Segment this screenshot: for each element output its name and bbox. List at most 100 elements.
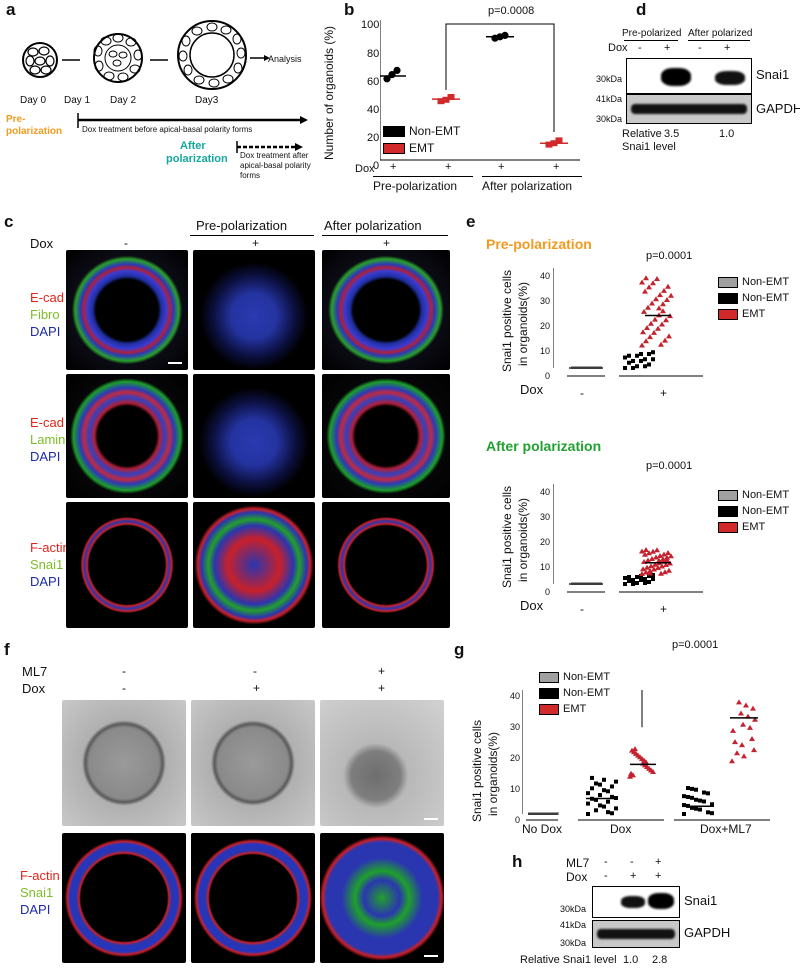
e-point-emt	[662, 337, 668, 343]
e-point-emt	[650, 280, 656, 286]
g-point-dox-emt	[650, 769, 656, 775]
d-marker-30a: 30kDa	[596, 74, 623, 84]
e-point-emt	[660, 308, 666, 314]
day0-organoid	[22, 42, 58, 78]
g-point-dox-black	[598, 803, 602, 808]
g-point-dox-black	[614, 779, 618, 784]
h-rel-label: Relative Snai1 level	[520, 954, 617, 966]
e-point-emt	[652, 316, 658, 322]
d-blot-snai1	[626, 58, 752, 94]
g-point-dox-black	[594, 781, 598, 786]
e-point-emt	[666, 333, 672, 339]
g-point-doxml7-black	[682, 803, 686, 808]
e-point-emt	[643, 275, 649, 281]
e-bot-ylabel-1: Snai1 positive cells	[500, 485, 514, 588]
e-point-emt	[643, 338, 649, 344]
panel-label-h: h	[512, 852, 523, 871]
g-ytick-40: 40	[510, 691, 521, 701]
e-point-emt	[648, 320, 654, 326]
e-point-emt	[659, 563, 665, 569]
g-point-doxml7-black	[698, 807, 702, 812]
c-img-r2-c2	[193, 374, 315, 498]
g-point-doxml7-emt	[750, 705, 756, 711]
g-point-doxml7-emt	[738, 710, 744, 716]
e-top-ytick-30: 30	[540, 296, 551, 306]
after-label-line2: polarization	[166, 153, 228, 165]
h-ml7-0: -	[604, 856, 608, 868]
g-point-doxml7-black	[682, 794, 686, 799]
e-point-emt	[651, 329, 657, 335]
g-point-doxml7-black	[706, 791, 710, 796]
c-img-r1-c1	[66, 250, 188, 370]
g-point-dox-black	[590, 786, 594, 791]
g-point-dox-black	[598, 782, 602, 787]
h-band-gapdh: GAPDH	[684, 925, 731, 940]
b-legend-emt: EMT	[409, 141, 435, 155]
b-ylabel: Number of organoids (%)	[322, 25, 336, 160]
e-point-emt	[651, 566, 657, 572]
e-point-black	[631, 366, 635, 370]
e-point-emt	[640, 329, 646, 335]
e-point-emt	[644, 564, 650, 570]
d-band-snai1: Snai1	[756, 67, 790, 82]
e-point-emt	[647, 334, 653, 340]
panel-label-b: b	[344, 0, 355, 19]
e-top-dox-0: -	[580, 386, 584, 400]
e-point-emt	[639, 548, 645, 554]
g-point-doxml7-black	[690, 795, 694, 800]
c-dox-0: -	[124, 236, 128, 250]
e-top-ytick-10: 10	[540, 346, 551, 356]
e-point-emt	[645, 557, 651, 563]
f-r2-l2: Snai1	[20, 885, 54, 900]
g-point-doxml7-black	[702, 790, 706, 795]
e-top-ytick-20: 20	[540, 321, 551, 331]
b-point-emt	[545, 141, 553, 148]
e-point-black	[651, 577, 655, 581]
e-bot-dox-1: +	[660, 602, 668, 616]
g-ylabel-1: Snai1 positive cells	[470, 719, 484, 822]
e-point-emt	[662, 569, 668, 575]
g-point-dox-black	[602, 804, 606, 809]
panel-label-a: a	[6, 0, 16, 19]
c-r1-l2: Fibro	[30, 307, 60, 322]
g-point-doxml7-emt	[740, 721, 746, 727]
d-group-after: After polarized	[688, 28, 753, 39]
e-point-emt	[639, 279, 645, 285]
e-top-title: Pre-polarization	[486, 236, 592, 252]
e-point-emt	[668, 553, 674, 559]
e-top-legend-2: EMT	[742, 308, 766, 320]
c-img-r2-c3	[322, 374, 450, 498]
e-point-black	[623, 355, 627, 360]
g-pvalue-bracket	[641, 690, 643, 728]
f-ml7-1: -	[253, 664, 257, 678]
g-group-doxml7: Dox+ML7	[700, 822, 752, 836]
g-point-doxml7-emt	[734, 750, 740, 756]
b-ytick-40: 40	[367, 104, 380, 116]
g-point-doxml7-emt	[739, 742, 745, 748]
e-bot-ytick-40: 40	[540, 487, 551, 497]
g-ylabel-2: in organoids(%)	[486, 731, 500, 816]
e-point-black	[627, 360, 631, 365]
e-top-legend-swatch-1	[718, 293, 738, 304]
e-point-emt	[658, 570, 664, 576]
h-ml7-2: +	[655, 856, 662, 868]
b-group-pre: Pre-polarization	[373, 179, 458, 193]
e-bot-legend-swatch-2	[718, 522, 738, 533]
b-ytick-100: 100	[361, 19, 380, 31]
d-band-gapdh: GAPDH	[756, 101, 800, 116]
e-point-emt	[656, 305, 662, 311]
g-point-dox-black	[610, 811, 614, 816]
f-dox-2: +	[378, 681, 386, 695]
c-r1-l1: E-cad	[30, 290, 64, 305]
after-desc-3: forms	[240, 171, 260, 180]
e-point-emt	[649, 556, 655, 561]
panel-label-e: e	[466, 212, 476, 231]
e-bot-legend-swatch-0	[718, 490, 738, 501]
e-point-black	[643, 577, 647, 581]
chart-b	[380, 20, 580, 161]
e-point-emt	[659, 321, 665, 327]
e-point-emt	[649, 300, 655, 306]
e-point-black	[639, 352, 643, 356]
e-point-black	[627, 579, 631, 583]
c-r2-l3: DAPI	[30, 449, 61, 464]
